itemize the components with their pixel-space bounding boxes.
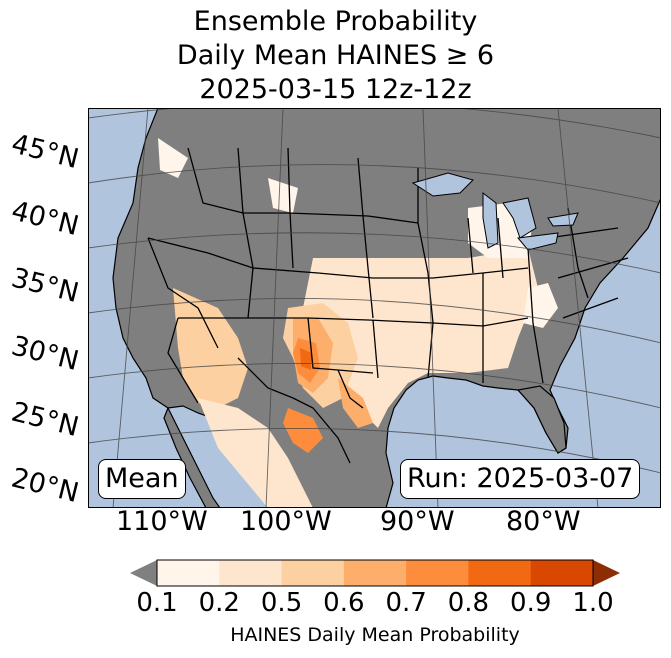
- colorbar-tick-6: 0.9: [510, 588, 552, 618]
- colorbar-label: HAINES Daily Mean Probability: [230, 624, 520, 646]
- colorbar-tick-3: 0.6: [323, 588, 365, 618]
- lat-label-40: 40°N: [8, 195, 82, 243]
- run-date-box: Run: 2025-03-07: [400, 459, 641, 499]
- colorbar-tick-2: 0.5: [260, 588, 303, 618]
- colorbar-tick-4: 0.7: [385, 588, 427, 618]
- lat-label-30: 30°N: [8, 330, 82, 378]
- colorbar: [130, 559, 620, 587]
- colorbar-bin-6: [530, 560, 594, 586]
- lat-label-45: 45°N: [8, 128, 82, 176]
- lon-label-80: 80°W: [506, 506, 581, 537]
- florida-peninsula: [516, 385, 567, 454]
- colorbar-bin-2: [281, 560, 345, 586]
- lon-label-100: 100°W: [240, 506, 332, 537]
- title-line-2: Daily Mean HAINES ≥ 6: [176, 40, 495, 71]
- colorbar-tick-5: 0.8: [447, 588, 490, 618]
- colorbar-under-arrow: [130, 560, 157, 586]
- graticule: [88, 108, 661, 508]
- mean-label-box: Mean: [98, 459, 186, 499]
- state-boundaries: [147, 147, 629, 464]
- colorbar-bin-5: [468, 560, 532, 586]
- colorbar-bin-3: [343, 560, 407, 586]
- lat-label-25: 25°N: [8, 396, 82, 444]
- lon-label-110: 110°W: [116, 506, 208, 537]
- colorbar-tick-1: 0.2: [198, 588, 240, 618]
- colorbar-frame: [156, 559, 594, 587]
- colorbar-bins: [157, 560, 594, 586]
- colorbar-tick-0: 0.1: [136, 588, 178, 618]
- map-frame: [88, 108, 661, 508]
- colorbar-tick-7: 1.0: [572, 588, 614, 618]
- title-line-1: Ensemble Probability: [193, 6, 478, 37]
- colorbar-bin-1: [219, 560, 283, 586]
- colorbar-bin-0: [157, 560, 220, 586]
- colorbar-bin-4: [406, 560, 469, 586]
- probability-map: [88, 108, 661, 508]
- lat-label-35: 35°N: [8, 262, 82, 310]
- great-lakes: [411, 172, 579, 251]
- lat-label-20: 20°N: [8, 462, 82, 510]
- colorbar-over-arrow: [593, 560, 620, 586]
- lon-label-90: 90°W: [380, 506, 455, 537]
- title-line-3: 2025-03-15 12z-12z: [199, 74, 472, 105]
